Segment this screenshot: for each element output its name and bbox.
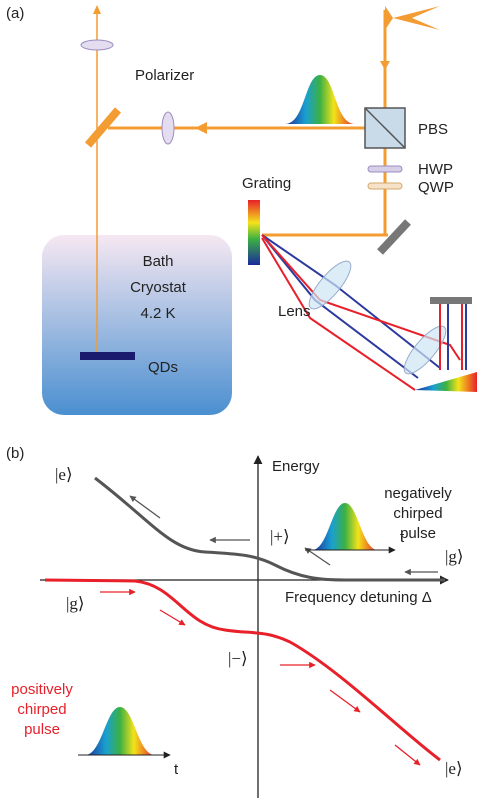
label: Lens xyxy=(278,303,311,320)
state-label: |e⟩ xyxy=(55,465,73,484)
arrow xyxy=(195,122,207,134)
axis-label: t xyxy=(174,761,179,778)
label: QDs xyxy=(148,359,178,376)
label: Grating xyxy=(242,175,291,192)
state-label: |g⟩ xyxy=(66,594,85,613)
pulse-text: chirped xyxy=(17,701,66,718)
lens xyxy=(303,256,357,315)
qds xyxy=(80,352,135,360)
arrow xyxy=(160,610,185,625)
panel-label: (b) xyxy=(6,445,24,462)
hwp xyxy=(368,166,402,172)
blue-ray xyxy=(448,304,466,370)
label: HWP xyxy=(418,161,453,178)
pulse-flag xyxy=(385,6,440,30)
mirror xyxy=(430,297,472,304)
state-label: |g⟩ xyxy=(445,547,464,566)
panel-label: (a) xyxy=(6,5,24,22)
pulse-text: chirped xyxy=(393,505,442,522)
state-label: |−⟩ xyxy=(228,649,248,668)
arrow xyxy=(130,496,160,518)
pulse xyxy=(85,707,155,755)
pulse xyxy=(312,503,378,550)
axis-label: Frequency detuning Δ xyxy=(285,589,432,606)
label: 4.2 K xyxy=(140,305,175,322)
pulse-text: pulse xyxy=(24,721,60,738)
label: Polarizer xyxy=(135,67,194,84)
pulse-text: negatively xyxy=(384,485,452,502)
grating xyxy=(248,200,260,265)
label: Bath xyxy=(143,253,174,270)
prism xyxy=(415,372,477,392)
label: PBS xyxy=(418,121,448,138)
figure: (a) Polarizer PBS HWP QWP Grating Bath C… xyxy=(0,0,477,800)
label: Cryostat xyxy=(130,279,187,296)
axis-label: Energy xyxy=(272,458,320,475)
arrow xyxy=(330,690,360,712)
arrow xyxy=(93,5,101,14)
cryostat xyxy=(42,235,232,415)
pulse-text: positively xyxy=(11,681,73,698)
state-label: |+⟩ xyxy=(270,527,290,546)
pulse-text: pulse xyxy=(400,525,436,542)
arrow xyxy=(395,745,420,765)
arrow xyxy=(380,61,390,70)
state-label: |e⟩ xyxy=(445,759,463,778)
spectrum xyxy=(285,75,355,124)
qwp xyxy=(368,183,402,189)
arrow xyxy=(305,548,330,565)
polarizer-optic xyxy=(162,112,174,144)
polarizer-optic xyxy=(81,40,113,50)
label: QWP xyxy=(418,179,454,196)
